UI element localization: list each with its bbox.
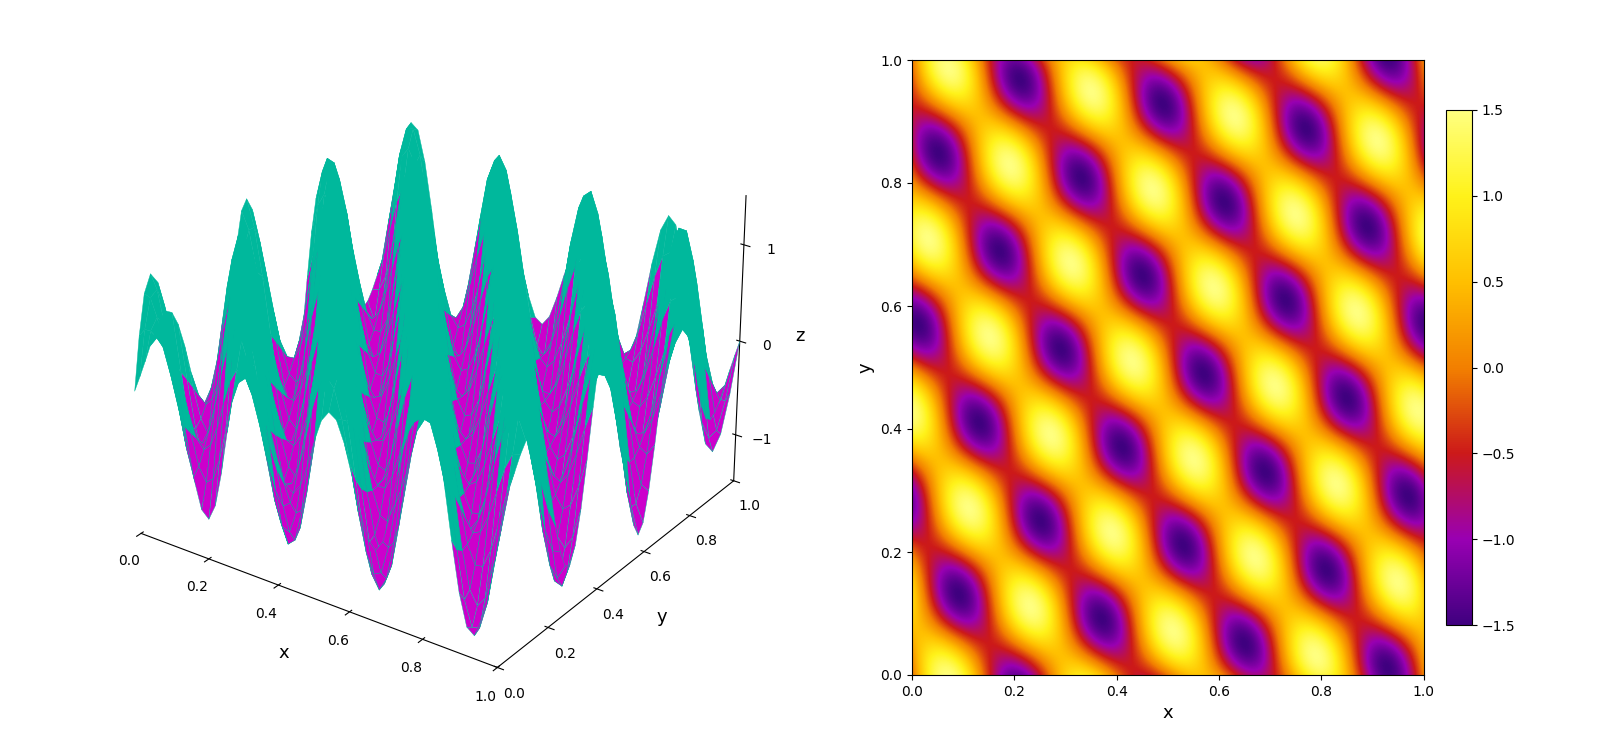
Y-axis label: y: y <box>658 608 667 626</box>
Y-axis label: y: y <box>856 362 875 373</box>
X-axis label: x: x <box>278 644 290 662</box>
X-axis label: x: x <box>1163 704 1173 722</box>
